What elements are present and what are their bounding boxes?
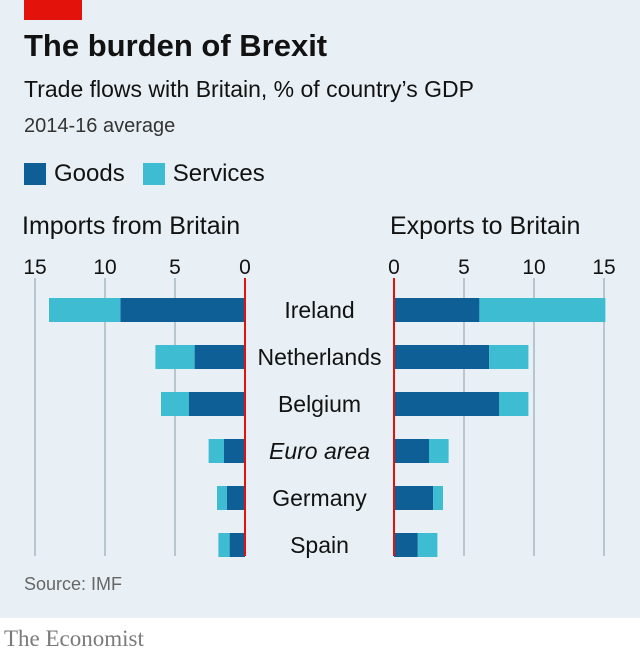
legend: Goods Services <box>24 160 283 188</box>
imports-tick-label: 15 <box>23 256 46 279</box>
imports-bar-services <box>208 439 224 463</box>
exports-bar-services <box>433 486 443 510</box>
category-label: Belgium <box>278 391 361 417</box>
chart-subtitle: Trade flows with Britain, % of country’s… <box>24 76 474 102</box>
imports-bar-services <box>161 392 189 416</box>
brand-red-tag <box>24 0 82 20</box>
legend-item-goods: Goods <box>24 160 125 188</box>
legend-label-services: Services <box>172 160 265 187</box>
category-label: Ireland <box>284 297 354 323</box>
exports-bar-goods <box>394 439 429 463</box>
brand-wordmark: The Economist <box>4 626 144 651</box>
imports-bar-services <box>217 486 227 510</box>
imports-bar-services <box>218 533 230 557</box>
exports-bar-goods <box>394 345 490 369</box>
imports-bar-goods <box>226 486 245 510</box>
exports-bar-services <box>499 392 529 416</box>
category-label: Netherlands <box>257 344 381 370</box>
exports-tick-label: 5 <box>458 256 470 279</box>
category-label: Spain <box>290 532 349 558</box>
exports-tick-label: 10 <box>522 256 545 279</box>
imports-bar-goods <box>189 392 245 416</box>
imports-bar-services <box>155 345 195 369</box>
footer: The Economist <box>0 618 640 658</box>
exports-bar-services <box>479 298 606 322</box>
imports-tick-label: 5 <box>169 256 181 279</box>
legend-swatch-services <box>142 163 165 185</box>
imports-tick-label: 0 <box>239 256 251 279</box>
imports-panel-title: Imports from Britain <box>22 212 240 240</box>
category-label: Euro area <box>269 438 370 464</box>
imports-bar-goods <box>194 345 245 369</box>
butterfly-chart: Imports from Britain 15 10 5 0 Exports to Bri… <box>22 212 616 558</box>
exports-panel-title: Exports to Britain <box>390 212 580 240</box>
chart-title: The burden of Brexit <box>24 28 328 63</box>
legend-label-goods: Goods <box>54 160 125 187</box>
imports-bar-goods <box>224 439 245 463</box>
chart-panel: The burden of Brexit Trade flows with Br… <box>22 0 616 594</box>
imports-tick-label: 10 <box>93 256 116 279</box>
chart-period: 2014-16 average <box>24 115 176 137</box>
exports-tick-label: 0 <box>388 256 400 279</box>
exports-bar-goods <box>394 298 480 322</box>
exports-bar-services <box>489 345 529 369</box>
exports-bar-goods <box>394 486 434 510</box>
exports-bar-goods <box>394 533 418 557</box>
legend-swatch-goods <box>24 163 46 185</box>
exports-bar-goods <box>394 392 499 416</box>
exports-tick-label: 15 <box>592 256 615 279</box>
imports-bar-goods <box>120 298 245 322</box>
imports-bar-goods <box>229 533 245 557</box>
category-label: Germany <box>272 485 367 511</box>
legend-item-services: Services <box>142 160 265 188</box>
source-note: Source: IMF <box>24 574 123 594</box>
exports-bar-services <box>429 439 449 463</box>
exports-bar-services <box>417 533 438 557</box>
imports-bar-services <box>49 298 121 322</box>
